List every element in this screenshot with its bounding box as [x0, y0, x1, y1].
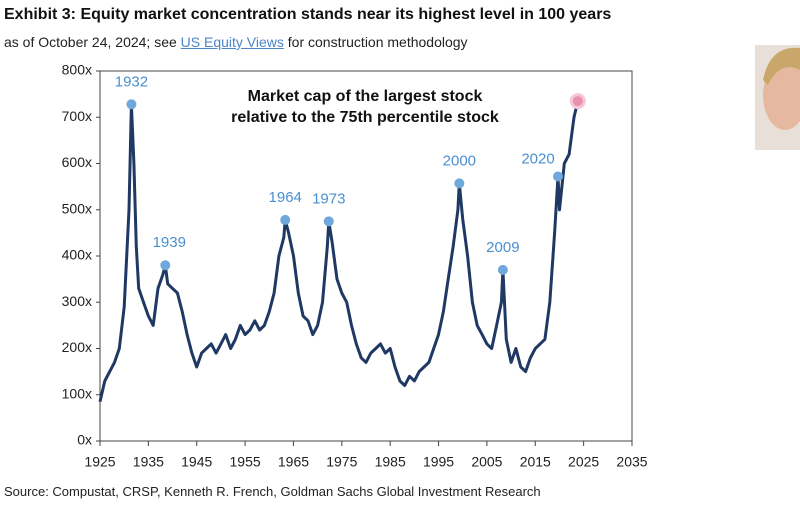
peak-label: 2009	[486, 239, 519, 256]
source: Source: Compustat, CRSP, Kenneth R. Fren…	[4, 484, 541, 499]
y-tick-label: 500x	[62, 200, 92, 216]
title: Exhibit 3: Equity market concentration s…	[4, 6, 612, 23]
x-tick-label: 1925	[84, 454, 115, 470]
x-tick-label: 1955	[230, 454, 261, 470]
peak-dot	[572, 96, 583, 107]
x-tick-label: 1965	[278, 454, 309, 470]
y-tick-label: 700x	[62, 108, 92, 124]
subtitle-text: as of October 24, 2024; see	[4, 34, 181, 50]
peak-dot	[553, 171, 564, 182]
link[interactable]: US Equity Views	[180, 34, 284, 50]
x-tick-label: 2005	[471, 454, 502, 470]
peak-dot	[497, 264, 508, 275]
peak-dot	[323, 216, 334, 227]
x-tick-label: 1935	[133, 454, 164, 470]
peak-label: 1939	[153, 234, 186, 251]
y-tick-label: 0x	[77, 432, 92, 448]
y-tick-label: 800x	[62, 62, 92, 78]
x-tick-label: 1985	[375, 454, 406, 470]
peak-label: 2000	[443, 152, 476, 169]
y-tick-label: 600x	[62, 154, 92, 170]
y-tick-label: 200x	[62, 339, 92, 355]
x-tick-label: 1995	[423, 454, 454, 470]
x-tick-label: 2025	[568, 454, 599, 470]
peak-label: 1932	[115, 73, 148, 90]
peak-dot	[160, 260, 171, 271]
peak-dot	[454, 178, 465, 189]
face-photo	[755, 45, 800, 150]
chart: 0x 100x 200x 300x 400x 500x 600x 700x 800x 1925 19…	[62, 45, 800, 470]
peak-label: 1973	[312, 190, 345, 207]
x-tick-label: 2015	[520, 454, 551, 470]
annotation: Market cap of the largest stock	[248, 88, 483, 105]
x-tick-label: 2035	[616, 454, 647, 470]
annotation: relative to the 75th percentile stock	[231, 109, 499, 126]
peak-dot	[280, 214, 291, 225]
subtitle: as of October 24, 2024; see US Equity Vi…	[4, 34, 468, 50]
y-tick-label: 300x	[62, 293, 92, 309]
x-tick-label: 1945	[181, 454, 212, 470]
x-tick-label: 1975	[326, 454, 357, 470]
subtitle-text: for construction methodology	[283, 34, 468, 50]
y-tick-label: 100x	[62, 385, 92, 401]
peak-label: 1964	[269, 189, 302, 206]
peak-dot	[126, 99, 137, 110]
y-tick-label: 400x	[62, 247, 92, 263]
peak-label: 2020	[521, 150, 554, 167]
